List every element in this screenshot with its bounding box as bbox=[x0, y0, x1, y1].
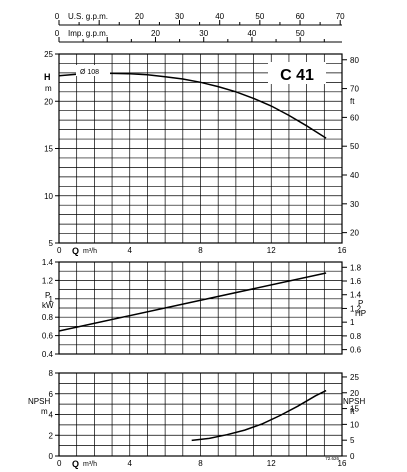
left-tick-label: 0 bbox=[49, 452, 54, 461]
right-tick-label: 20 bbox=[350, 389, 359, 398]
right-tick-label: 0 bbox=[350, 452, 355, 461]
right-tick-label: 30 bbox=[350, 200, 359, 209]
npsh-right-axis-label: NPSH bbox=[343, 397, 365, 406]
imp-gpm-tick-label: 30 bbox=[199, 29, 208, 38]
left-tick-label: 10 bbox=[44, 192, 53, 201]
us-gpm-tick-label: 50 bbox=[255, 12, 264, 21]
head-ft-unit-label: ft bbox=[350, 97, 355, 106]
model-badge: C 41 bbox=[280, 67, 314, 84]
right-tick-label: 1.4 bbox=[350, 291, 362, 300]
us-gpm-tick-label: 40 bbox=[215, 12, 224, 21]
left-tick-label: 2 bbox=[49, 431, 54, 440]
impeller-label-bg bbox=[76, 65, 110, 76]
x-tick-label-bottom: 8 bbox=[198, 459, 203, 468]
left-tick-label: 1.4 bbox=[42, 258, 54, 267]
right-tick-label: 5 bbox=[350, 436, 355, 445]
imp-gpm-tick-label: 40 bbox=[247, 29, 256, 38]
right-tick-label: 1.2 bbox=[350, 304, 362, 313]
right-tick-label: 0.6 bbox=[350, 346, 362, 355]
head-axis-label: H bbox=[44, 72, 51, 82]
us-gpm-axis-label: U.S. g.p.m. bbox=[68, 12, 108, 21]
right-tick-label: 1.6 bbox=[350, 277, 362, 286]
npsh-ft-unit-label: ft bbox=[350, 407, 355, 416]
us-gpm-tick-label: 20 bbox=[135, 12, 144, 21]
npsh-axis-label: NPSH bbox=[28, 397, 50, 406]
left-tick-label: 15 bbox=[44, 145, 53, 154]
right-tick-label: 0.8 bbox=[350, 332, 362, 341]
left-tick-label: 5 bbox=[49, 239, 54, 248]
npsh-curve bbox=[191, 389, 327, 442]
x-tick-label-bottom: 0 bbox=[57, 459, 62, 468]
left-tick-label: 1 bbox=[49, 295, 54, 304]
imp-gpm-axis-label: Imp. g.p.m. bbox=[68, 29, 108, 38]
head-unit-label: m bbox=[45, 84, 52, 93]
impeller-diameter-label: Ø 108 bbox=[80, 69, 99, 76]
us-gpm-tick-label: 70 bbox=[336, 12, 345, 21]
grid-layer bbox=[58, 53, 343, 457]
x-tick-label: 12 bbox=[267, 246, 276, 255]
flow-axis-label-bottom: Q bbox=[72, 459, 79, 469]
left-tick-label: 8 bbox=[49, 369, 54, 378]
npsh-m-unit-label: m bbox=[41, 407, 48, 416]
right-tick-label: 1 bbox=[350, 318, 355, 327]
right-tick-label: 20 bbox=[350, 229, 359, 238]
right-tick-label: 40 bbox=[350, 171, 359, 180]
x-tick-label-bottom: 12 bbox=[267, 459, 276, 468]
flow-axis-label: Q bbox=[72, 246, 79, 256]
left-tick-label: 1.2 bbox=[42, 276, 54, 285]
us-gpm-tick-label: 30 bbox=[175, 12, 184, 21]
left-tick-label: 0.4 bbox=[42, 350, 54, 359]
x-tick-label-bottom: 16 bbox=[338, 459, 347, 468]
flow-unit-label: m³/h bbox=[83, 248, 97, 255]
right-tick-label: 80 bbox=[350, 56, 359, 65]
right-tick-label: 10 bbox=[350, 420, 359, 429]
axis-layer bbox=[55, 20, 347, 457]
right-tick-label: 1.8 bbox=[350, 263, 362, 272]
right-tick-label: 70 bbox=[350, 85, 359, 94]
x-tick-label-bottom: 4 bbox=[128, 459, 133, 468]
power-hp-unit-label: HP bbox=[355, 309, 366, 318]
document-code: 72.626 bbox=[325, 456, 339, 461]
left-tick-label: 0.6 bbox=[42, 332, 54, 341]
x-tick-label: 0 bbox=[57, 246, 62, 255]
left-tick-label: 0.8 bbox=[42, 313, 54, 322]
curve-layer bbox=[58, 72, 327, 442]
left-tick-label: 25 bbox=[44, 50, 53, 59]
left-tick-label: 4 bbox=[49, 411, 54, 420]
power-hp-axis-label: P bbox=[358, 299, 363, 308]
x-tick-label: 4 bbox=[128, 246, 133, 255]
power-curve bbox=[58, 272, 327, 332]
imp-gpm-zero-label: 0 bbox=[55, 29, 60, 38]
us-gpm-zero-label: 0 bbox=[55, 12, 60, 21]
right-tick-label: 50 bbox=[350, 142, 359, 151]
model-badge-bg bbox=[268, 62, 326, 84]
imp-gpm-tick-label: 20 bbox=[151, 29, 160, 38]
power-axis-label: P bbox=[45, 291, 50, 300]
right-tick-label: 60 bbox=[350, 113, 359, 122]
x-tick-label: 16 bbox=[338, 246, 347, 255]
left-tick-label: 20 bbox=[44, 97, 53, 106]
flow-unit-label-bottom: m³/h bbox=[83, 461, 97, 468]
right-tick-label: 25 bbox=[350, 373, 359, 382]
x-tick-label: 8 bbox=[198, 246, 203, 255]
us-gpm-tick-label: 60 bbox=[296, 12, 305, 21]
right-tick-label: 15 bbox=[350, 405, 359, 414]
left-tick-label: 6 bbox=[49, 390, 54, 399]
power-kw-unit-label: kW bbox=[42, 301, 54, 310]
imp-gpm-tick-label: 50 bbox=[296, 29, 305, 38]
